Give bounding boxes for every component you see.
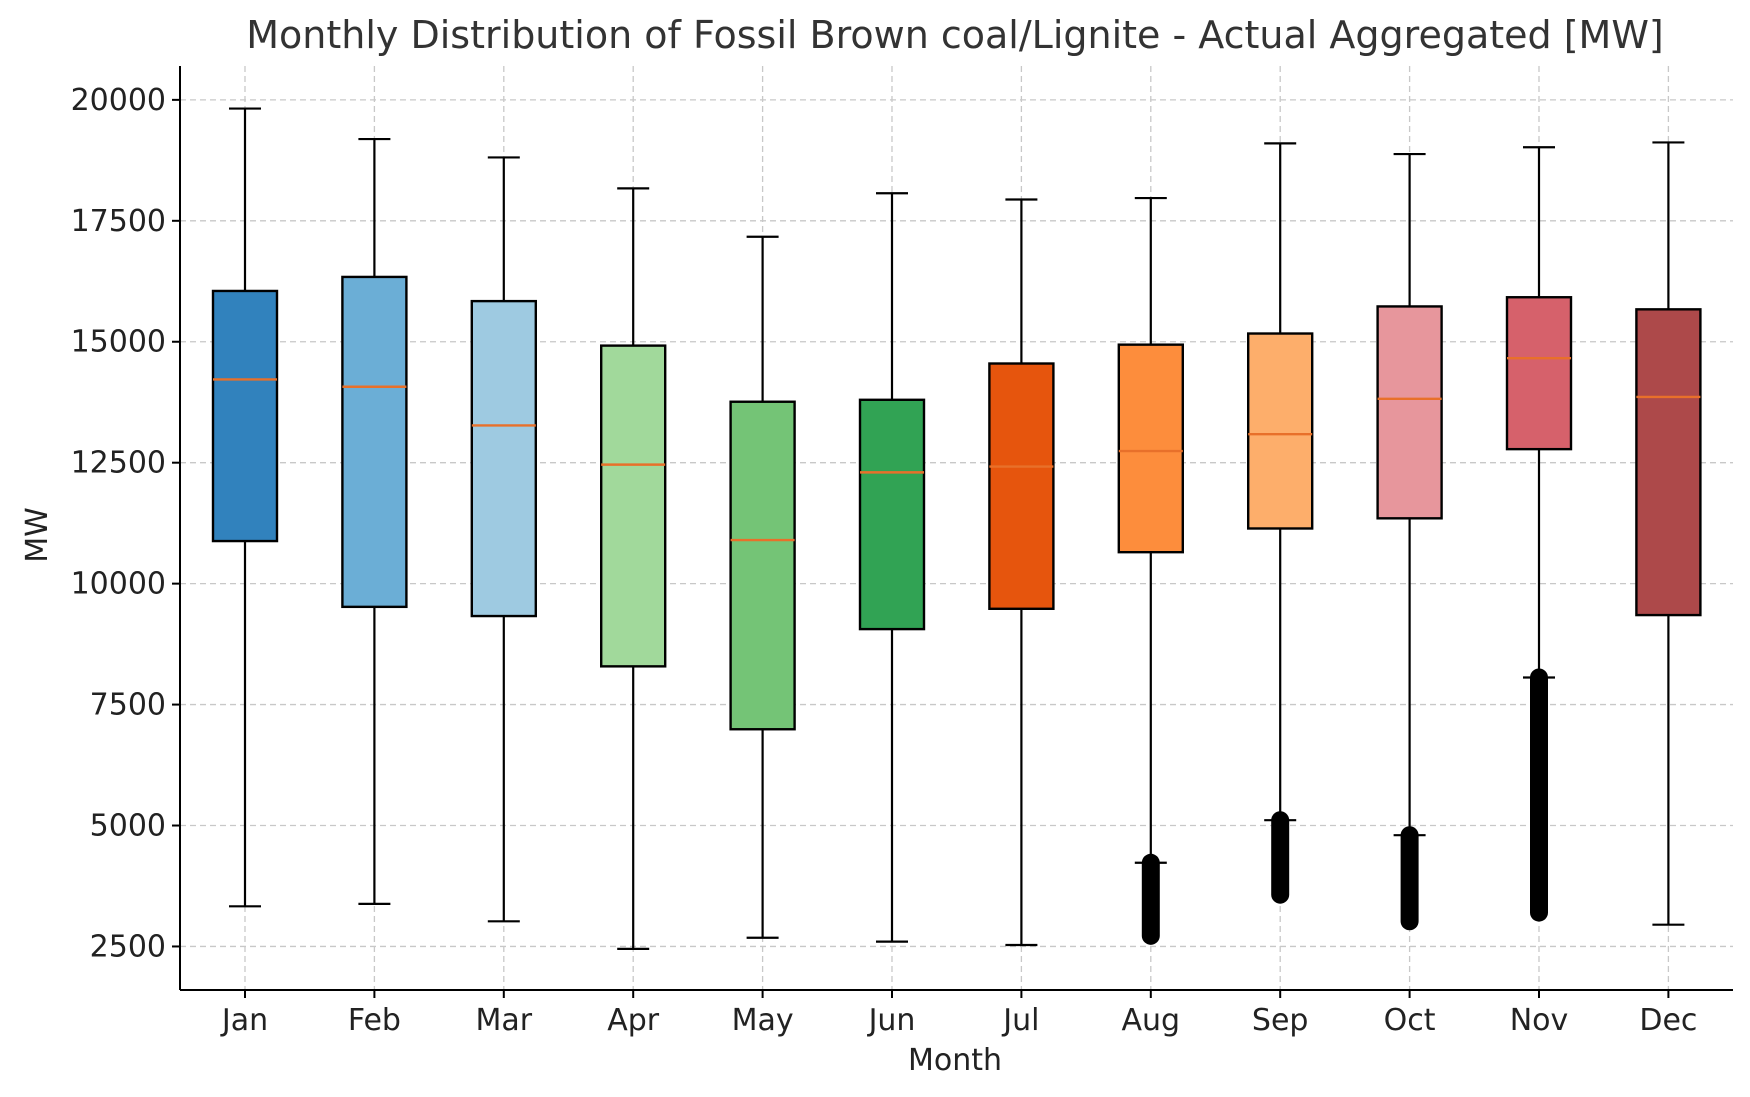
box-may	[729, 235, 796, 939]
y-tick-label: 5000	[90, 809, 166, 844]
x-tick-label: Mar	[475, 1003, 532, 1038]
box-feb	[341, 137, 408, 905]
y-tick-label: 10000	[71, 567, 166, 602]
y-tick-label: 20000	[71, 83, 166, 118]
y-ticks: 2500 5000 7500 10000 12500 15000 17500 20000	[71, 83, 180, 964]
grid	[180, 66, 1733, 990]
box-nov	[1505, 146, 1573, 922]
outlier-points	[1400, 826, 1419, 931]
box-series	[211, 107, 1702, 950]
box-mar	[470, 156, 537, 923]
y-tick-label: 7500	[90, 688, 166, 723]
y-tick-label: 17500	[71, 204, 166, 239]
x-tick-label: May	[732, 1003, 794, 1038]
box-dec	[1635, 141, 1702, 926]
outlier-points	[1141, 853, 1160, 945]
iqr-box	[1246, 332, 1314, 530]
iqr-box	[600, 344, 667, 668]
x-tick-label: Dec	[1639, 1003, 1697, 1038]
x-axis-label: Month	[908, 1043, 1002, 1078]
box-oct	[1376, 152, 1443, 931]
outlier-points	[1530, 668, 1548, 922]
iqr-box	[1635, 308, 1702, 617]
y-axis-label: MW	[20, 507, 55, 563]
box-jul	[988, 198, 1055, 947]
x-tick-label: Aug	[1122, 1003, 1181, 1038]
box-jan	[211, 107, 279, 908]
iqr-box	[211, 289, 279, 543]
x-tick-label: Nov	[1510, 1003, 1569, 1038]
x-tick-label: Jul	[1001, 1003, 1039, 1038]
iqr-box	[470, 299, 537, 618]
iqr-box	[858, 398, 926, 631]
x-tick-label: Sep	[1252, 1003, 1309, 1038]
x-tick-label: Jan	[220, 1003, 268, 1038]
iqr-box	[988, 362, 1055, 610]
outlier-points	[1271, 811, 1290, 904]
y-tick-label: 12500	[71, 446, 166, 481]
box-aug	[1117, 196, 1185, 945]
x-tick-label: Oct	[1384, 1003, 1436, 1038]
iqr-box	[1505, 296, 1573, 451]
chart-title: Monthly Distribution of Fossil Brown coa…	[246, 13, 1663, 57]
x-tick-label: Apr	[607, 1003, 660, 1038]
y-tick-label: 2500	[90, 929, 166, 964]
x-ticks: Jan Feb Mar Apr May Jun Jul Aug Sep Oct Nov Dec	[220, 990, 1697, 1038]
box-sep	[1246, 142, 1314, 904]
iqr-box	[729, 400, 796, 731]
iqr-box	[341, 275, 408, 609]
iqr-box	[1376, 305, 1443, 520]
x-tick-label: Jun	[867, 1003, 916, 1038]
box-apr	[600, 187, 667, 950]
y-tick-label: 15000	[71, 325, 166, 360]
axes	[179, 66, 1733, 991]
box-jun	[858, 192, 926, 943]
x-tick-label: Feb	[348, 1003, 401, 1038]
iqr-box	[1117, 343, 1185, 554]
